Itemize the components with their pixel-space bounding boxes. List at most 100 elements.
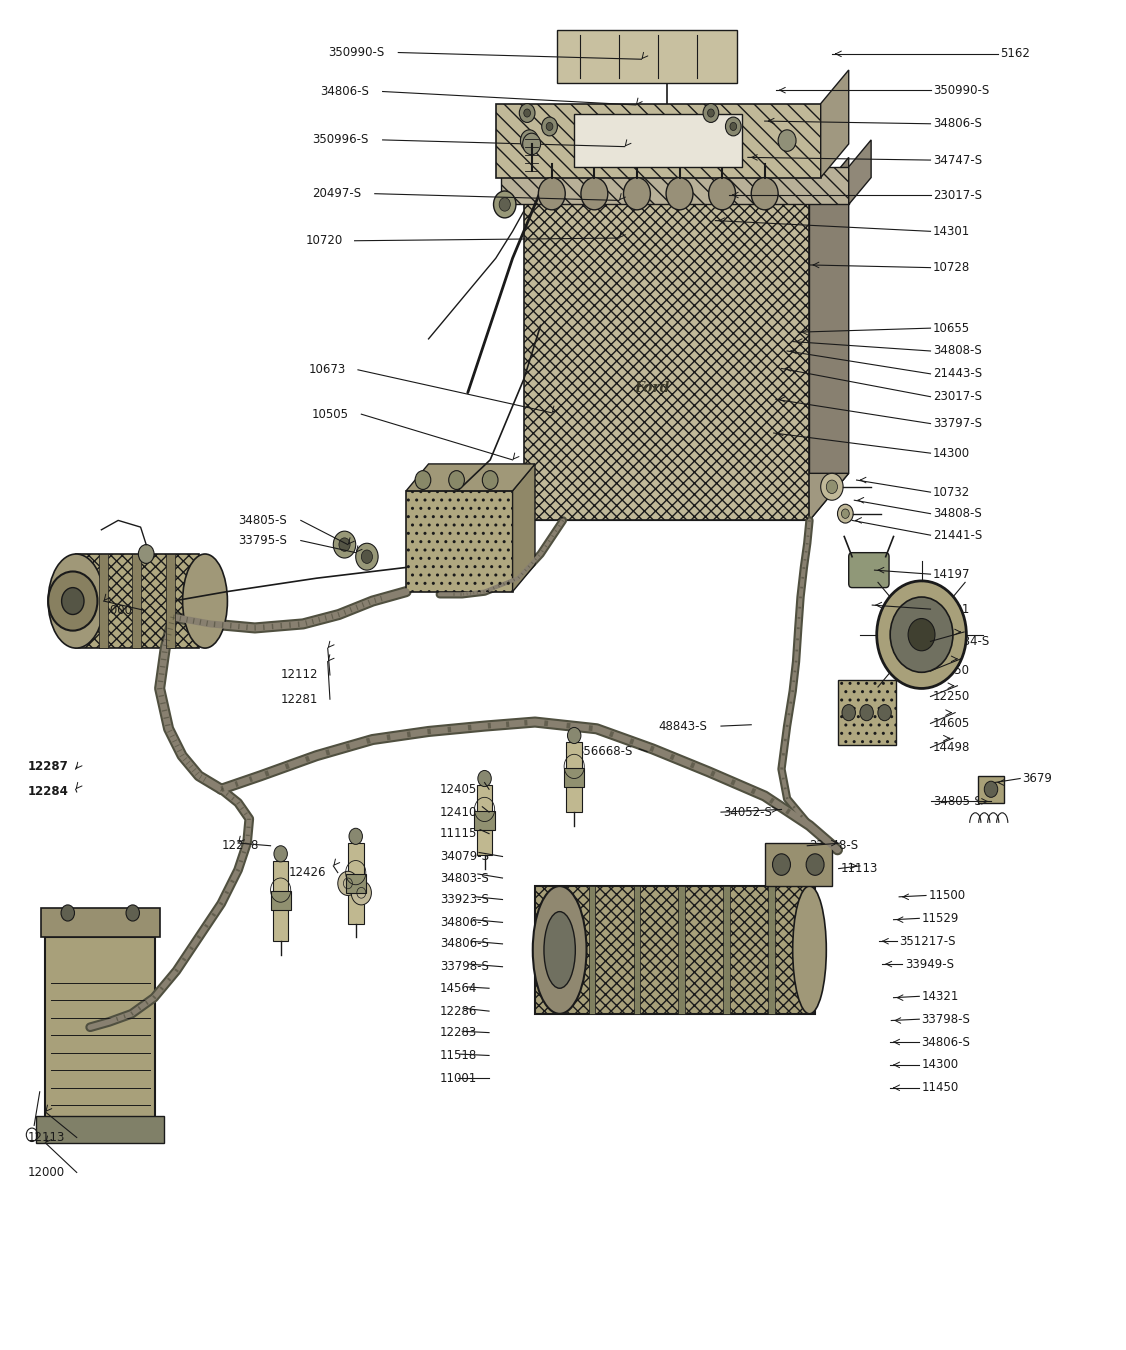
Circle shape <box>546 123 553 131</box>
Bar <box>495 104 821 178</box>
Bar <box>406 491 512 591</box>
Text: 12281: 12281 <box>280 693 318 706</box>
Text: 12405: 12405 <box>440 783 477 795</box>
Text: 10673: 10673 <box>309 363 346 377</box>
Text: 12284: 12284 <box>27 786 69 798</box>
Circle shape <box>708 178 735 209</box>
Text: 20497-S: 20497-S <box>312 188 361 200</box>
Bar <box>77 554 199 648</box>
Text: 11500: 11500 <box>928 890 965 902</box>
Circle shape <box>707 109 714 117</box>
Text: 14564: 14564 <box>440 981 477 995</box>
Bar <box>634 886 641 1014</box>
Text: 34808-S: 34808-S <box>932 344 982 358</box>
Text: 34808-S: 34808-S <box>932 508 982 520</box>
Circle shape <box>908 618 935 651</box>
Text: 34052-S: 34052-S <box>723 806 772 818</box>
Text: 48843-S: 48843-S <box>659 720 707 733</box>
Text: 356668-S: 356668-S <box>577 745 633 759</box>
Text: 10000: 10000 <box>96 603 133 617</box>
Bar <box>348 842 364 923</box>
FancyBboxPatch shape <box>849 552 890 587</box>
Circle shape <box>274 845 287 861</box>
Bar <box>166 554 175 648</box>
Text: 34805-S: 34805-S <box>238 514 287 526</box>
Bar <box>838 680 896 745</box>
Bar <box>566 743 582 813</box>
Text: 33795-S: 33795-S <box>238 535 287 547</box>
Text: 351217-S: 351217-S <box>900 934 956 948</box>
Text: 11529: 11529 <box>921 911 959 925</box>
Text: 10505: 10505 <box>312 408 349 421</box>
Bar <box>723 886 730 1014</box>
Text: 22248-S: 22248-S <box>810 840 859 852</box>
Circle shape <box>984 782 998 798</box>
Text: 10732: 10732 <box>932 486 969 498</box>
Ellipse shape <box>533 886 587 1014</box>
Circle shape <box>838 505 854 522</box>
Text: 23017-S: 23017-S <box>932 189 982 201</box>
Circle shape <box>449 471 464 490</box>
Bar <box>678 886 685 1014</box>
Circle shape <box>482 471 498 490</box>
Text: 10720: 10720 <box>305 235 342 247</box>
Circle shape <box>499 197 510 211</box>
Text: 350996-S: 350996-S <box>312 134 368 146</box>
Circle shape <box>356 543 378 570</box>
Bar <box>768 886 775 1014</box>
Circle shape <box>725 117 741 136</box>
Circle shape <box>667 178 692 209</box>
Bar <box>41 907 160 937</box>
Text: 34803-S: 34803-S <box>440 872 489 884</box>
Text: 11115: 11115 <box>440 828 477 840</box>
Text: 358284-S: 358284-S <box>932 634 989 648</box>
Circle shape <box>878 705 892 721</box>
Text: 350990-S: 350990-S <box>328 46 384 59</box>
Circle shape <box>778 130 796 151</box>
Circle shape <box>351 880 372 905</box>
Circle shape <box>349 829 363 844</box>
Circle shape <box>415 471 431 490</box>
Bar <box>501 167 849 204</box>
Circle shape <box>542 117 557 136</box>
Circle shape <box>730 123 736 131</box>
Text: Ford: Ford <box>635 381 670 394</box>
Text: 33798-S: 33798-S <box>921 1012 971 1026</box>
Bar <box>524 204 810 520</box>
Text: 12287: 12287 <box>27 760 69 774</box>
Bar <box>132 554 141 648</box>
Text: 34079-S: 34079-S <box>440 850 489 863</box>
Circle shape <box>860 705 874 721</box>
Text: 10728: 10728 <box>932 261 969 274</box>
Circle shape <box>772 853 790 875</box>
Text: 11450: 11450 <box>921 1081 959 1095</box>
Text: 5162: 5162 <box>1000 47 1030 61</box>
Circle shape <box>568 728 581 744</box>
Circle shape <box>520 130 538 151</box>
Text: 12426: 12426 <box>288 867 327 879</box>
Text: 10655: 10655 <box>932 321 969 335</box>
Circle shape <box>61 904 74 921</box>
Ellipse shape <box>182 554 227 648</box>
Circle shape <box>538 178 565 209</box>
Text: 34806-S: 34806-S <box>932 117 982 131</box>
Circle shape <box>493 190 516 217</box>
Ellipse shape <box>544 911 575 988</box>
Text: 10850: 10850 <box>932 664 969 678</box>
Circle shape <box>361 549 373 563</box>
Bar <box>270 891 291 910</box>
Polygon shape <box>512 464 535 591</box>
Polygon shape <box>524 474 849 520</box>
Circle shape <box>522 134 540 155</box>
Circle shape <box>581 178 608 209</box>
Bar <box>476 786 492 855</box>
Text: 14300: 14300 <box>932 447 969 459</box>
Circle shape <box>821 474 843 501</box>
Text: 12283: 12283 <box>440 1026 477 1040</box>
Bar <box>99 554 108 648</box>
Ellipse shape <box>793 886 826 1014</box>
Circle shape <box>126 904 140 921</box>
Text: 12410: 12410 <box>440 806 477 818</box>
Circle shape <box>339 537 350 551</box>
Text: 34747-S: 34747-S <box>932 154 982 166</box>
